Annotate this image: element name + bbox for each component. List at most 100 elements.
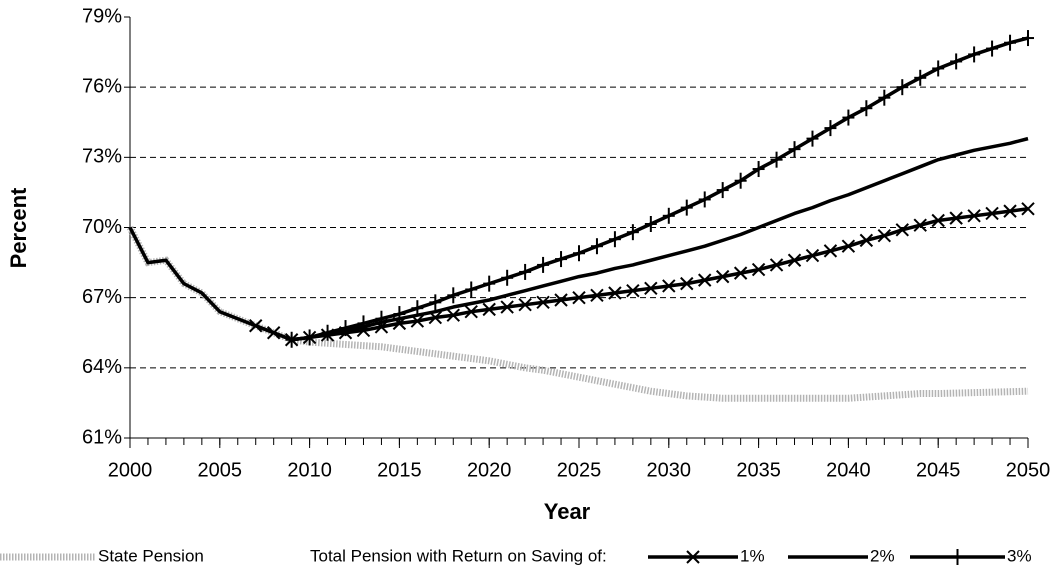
x-tick-label: 2020 [467,459,512,481]
marker-stroke [913,218,927,232]
marker [986,40,999,57]
marker [751,262,766,277]
marker-stroke [967,209,981,223]
marker [734,172,747,189]
marker [662,207,675,224]
marker [985,206,999,221]
marker [1003,204,1017,218]
marker [590,238,603,255]
y-tick-label: 67% [82,286,122,308]
marker [878,89,891,106]
series-line [291,36,1029,342]
marker-stroke [823,244,838,258]
marker [932,60,945,77]
marker [914,69,927,86]
legend-label: 2% [870,546,895,565]
marker-stroke [590,288,604,303]
x-tick-label: 2000 [108,459,153,481]
marker-stroke [626,283,640,298]
y-tick-label: 64% [82,356,122,378]
y-axis-title: Percent [6,187,31,268]
marker [841,239,856,253]
y-tick-label: 61% [82,426,122,448]
x-tick-label: 2045 [916,459,961,481]
marker-stroke [572,290,586,305]
marker [1004,34,1017,51]
marker-stroke [446,308,460,322]
marker [950,53,963,70]
series-line [255,207,1029,342]
marker-stroke [428,310,443,325]
marker-stroke [769,258,784,272]
marker [805,248,820,263]
marker [483,275,496,292]
marker-stroke [985,206,999,221]
marker-stroke [518,297,532,312]
marker-stroke [877,228,892,243]
marker [446,308,460,322]
x-tick-label: 2040 [826,459,871,481]
marker [375,310,388,327]
marker-stroke [805,248,820,263]
marker [519,263,532,280]
marker [626,224,639,241]
marker-stroke [931,213,945,228]
x-tick-label: 2005 [198,459,243,481]
y-tick-label: 70% [82,216,122,238]
marker [787,253,802,267]
marker [644,281,658,296]
marker [608,286,622,300]
marker [303,329,316,346]
marker-stroke [1021,202,1035,216]
marker [465,281,478,298]
x-tick-label: 2035 [736,459,781,481]
marker [715,269,730,284]
marker-stroke [410,314,425,328]
marker [823,244,838,258]
marker [590,288,604,303]
marker [339,320,352,337]
legend-label: 3% [1007,546,1032,565]
marker [1021,202,1035,216]
marker-stroke [482,302,496,317]
marker [877,228,892,243]
x-tick-label: 2050 [1006,459,1051,481]
marker-stroke [680,276,694,291]
marker [698,273,712,287]
legend-label: State Pension [98,546,204,565]
y-tick-label: 79% [82,5,122,27]
marker [680,276,694,291]
marker [608,231,621,248]
x-tick-label: 2010 [287,459,332,481]
legend-title: Total Pension with Return on Saving of: [310,546,607,565]
x-axis-title: Year [544,499,591,524]
marker [968,46,981,63]
marker [662,279,676,293]
marker [393,306,406,323]
marker-stroke [787,253,802,267]
marker [896,79,909,96]
marker [573,245,585,262]
marker [1022,30,1034,47]
marker [770,151,783,168]
marker [967,209,981,223]
marker-stroke [949,211,963,225]
marker-stroke [859,233,874,248]
marker [698,191,711,208]
marker [788,141,801,158]
marker [860,100,873,117]
marker [716,182,729,199]
marker [806,130,819,147]
marker-stroke [733,266,748,280]
marker [482,302,496,317]
marker [321,324,334,341]
y-tick-label: 73% [82,146,122,168]
marker-stroke [1003,204,1017,218]
series-line [128,136,1029,342]
marker [537,256,550,273]
marker [554,293,568,307]
marker-stroke [751,262,766,277]
marker-stroke [715,269,730,284]
marker [536,295,550,310]
